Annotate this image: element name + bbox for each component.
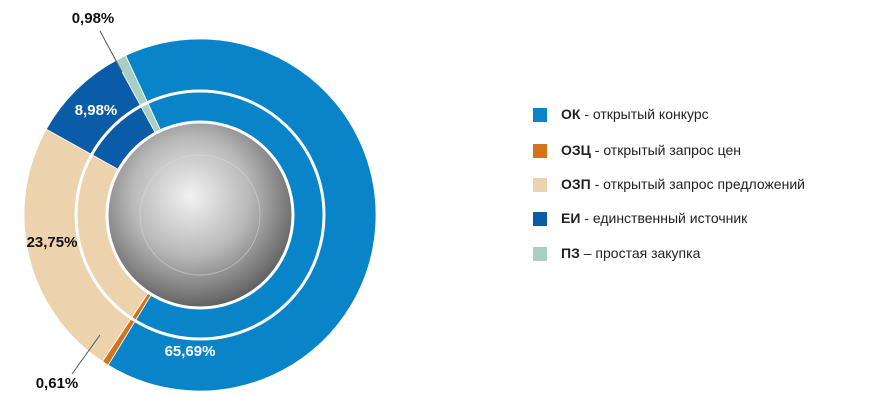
legend-desc: - единственный источник bbox=[580, 210, 748, 226]
legend-abbr: ЕИ bbox=[561, 210, 580, 226]
value-label: 0,61% bbox=[36, 375, 79, 392]
legend-abbr: ПЗ bbox=[561, 245, 580, 261]
legend-entry: ОЗЦ - открытый запрос цен bbox=[561, 142, 741, 158]
labels: 65,69% 0,61% 23,75% 8,98% 0,98% bbox=[27, 10, 216, 392]
center-disc bbox=[105, 120, 295, 310]
legend-desc: - открытый конкурс bbox=[580, 106, 708, 122]
legend-swatch bbox=[533, 108, 547, 122]
legend-desc: - открытый запрос предложений bbox=[591, 176, 805, 192]
legend-swatch bbox=[533, 144, 547, 158]
value-label: 8,98% bbox=[75, 102, 118, 119]
legend-entry: ОК - открытый конкурс bbox=[561, 106, 709, 122]
value-label: 0,98% bbox=[72, 10, 115, 27]
legend-desc: – простая закупка bbox=[580, 245, 701, 261]
legend-desc: - открытый запрос цен bbox=[591, 142, 741, 158]
inner-ring bbox=[74, 89, 326, 341]
legend-swatch bbox=[533, 178, 547, 192]
legend-abbr: ОК bbox=[561, 106, 581, 122]
legend-abbr: ОЗЦ bbox=[561, 142, 592, 158]
legend-abbr: ОЗП bbox=[561, 176, 591, 192]
legend-entry: ПЗ – простая закупка bbox=[561, 245, 701, 261]
leader-line bbox=[99, 30, 123, 73]
legend-entry: ОЗП - открытый запрос предложений bbox=[561, 176, 805, 192]
legend: ОК - открытый конкурс ОЗЦ - открытый запр… bbox=[533, 106, 805, 261]
legend-entry: ЕИ - единственный источник bbox=[561, 210, 748, 226]
value-label: 23,75% bbox=[27, 234, 78, 251]
leader-line bbox=[71, 334, 101, 375]
legend-swatch bbox=[533, 212, 547, 226]
legend-swatch bbox=[533, 247, 547, 261]
disc-sheen bbox=[139, 154, 261, 276]
value-label: 65,69% bbox=[165, 343, 216, 360]
